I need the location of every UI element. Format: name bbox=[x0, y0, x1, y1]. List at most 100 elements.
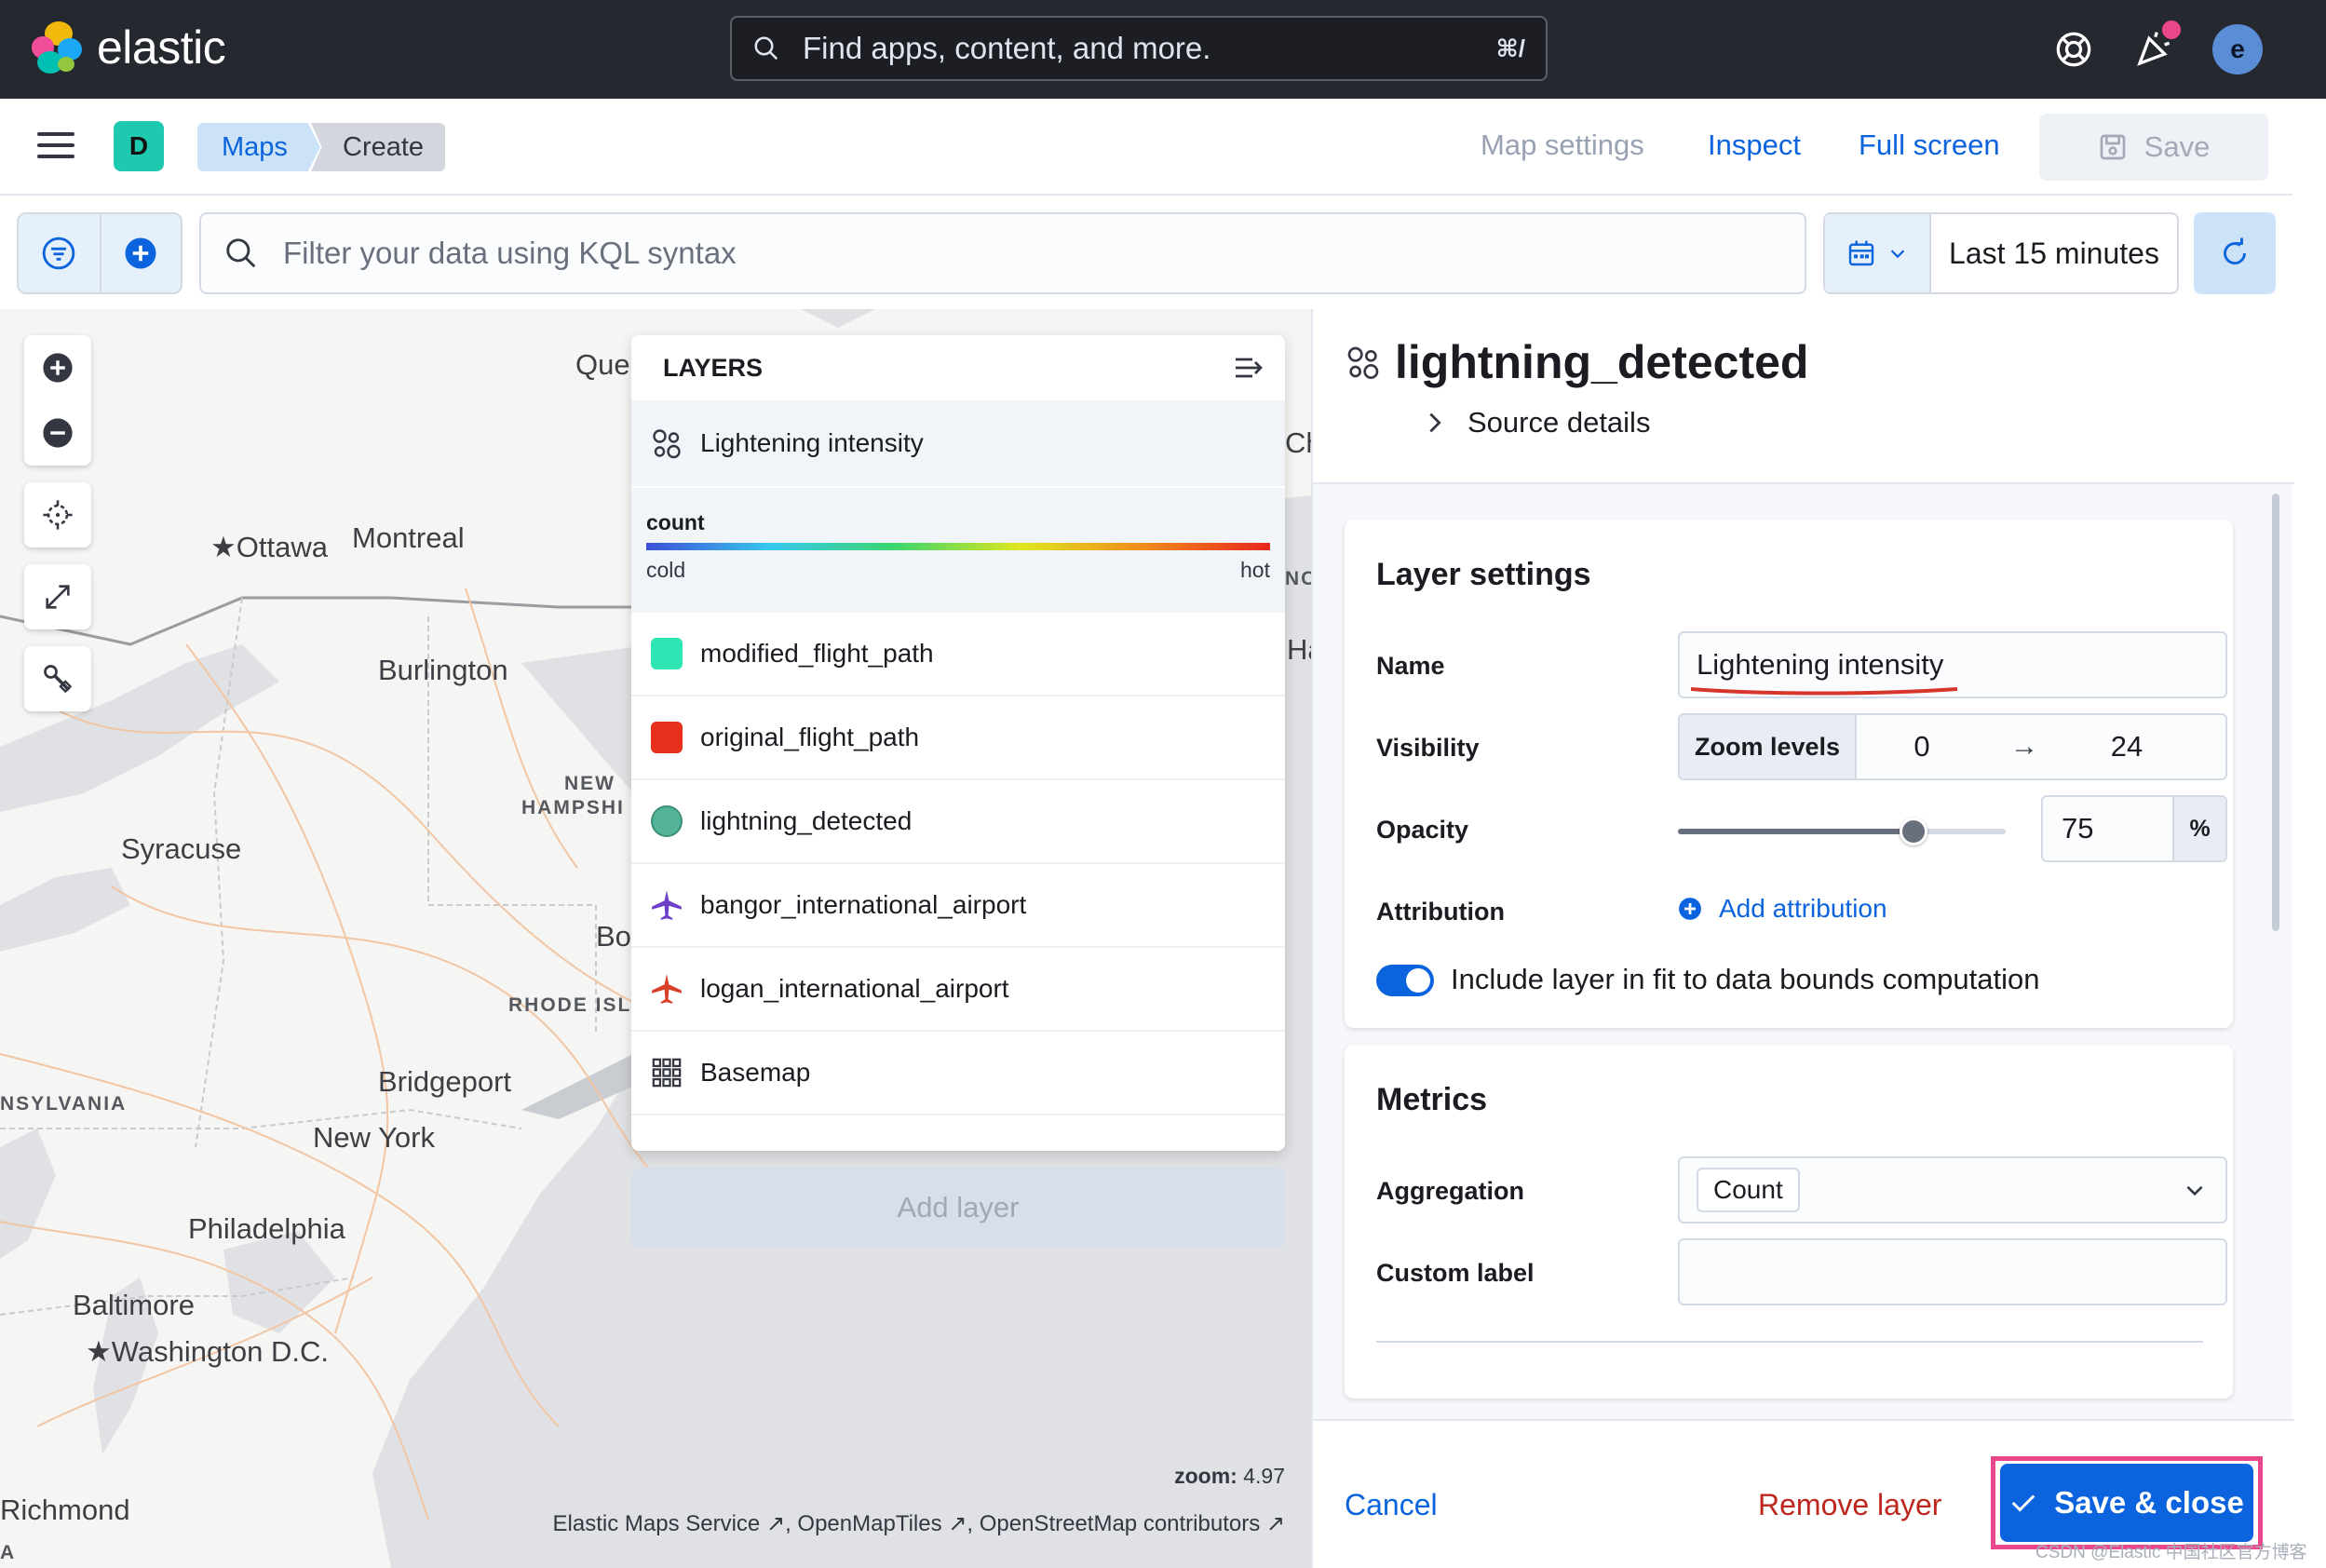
layer-item[interactable]: modified_flight_path bbox=[631, 613, 1285, 696]
zoom-max-value[interactable]: 24 bbox=[2110, 730, 2143, 763]
cancel-button[interactable]: Cancel bbox=[1345, 1488, 1438, 1521]
save-close-label: Save & close bbox=[2054, 1485, 2244, 1520]
city-label: Richmond bbox=[0, 1494, 130, 1526]
attribution-label: Attribution bbox=[1376, 898, 1505, 926]
refresh-button[interactable] bbox=[2194, 212, 2276, 294]
layer-item-selected[interactable]: Lightening intensity bbox=[631, 400, 1285, 486]
app-header: D Maps Create Map settings Inspect Full … bbox=[0, 99, 2292, 196]
layer-item[interactable]: logan_international_airport bbox=[631, 948, 1285, 1032]
map-settings-link[interactable]: Map settings bbox=[1481, 128, 1644, 161]
name-label: Name bbox=[1376, 652, 1445, 680]
custom-label-input[interactable] bbox=[1678, 1238, 2227, 1305]
brand-name: elastic bbox=[97, 21, 226, 74]
global-search-placeholder: Find apps, content, and more. bbox=[803, 31, 1211, 65]
space-avatar[interactable]: D bbox=[114, 121, 164, 171]
filter-menu-icon[interactable] bbox=[19, 214, 100, 292]
city-label: ★Washington D.C. bbox=[86, 1335, 329, 1368]
fit-bounds-toggle[interactable] bbox=[1376, 965, 1434, 996]
kql-search-input[interactable]: Filter your data using KQL syntax bbox=[199, 212, 1806, 294]
custom-label-label: Custom label bbox=[1376, 1259, 1535, 1287]
opacity-number-input[interactable]: 75 % bbox=[2041, 795, 2227, 862]
attribution-link[interactable]: OpenStreetMap contributors bbox=[979, 1511, 1261, 1536]
news-feed-icon[interactable] bbox=[2129, 24, 2179, 74]
date-picker[interactable]: Last 15 minutes bbox=[1823, 212, 2179, 294]
panel-footer: Cancel Remove layer Save & close bbox=[1313, 1419, 2294, 1568]
city-label: Montreal bbox=[352, 521, 465, 554]
time-range-value[interactable]: Last 15 minutes bbox=[1949, 236, 2159, 270]
breadcrumb-maps[interactable]: Maps bbox=[197, 123, 320, 171]
layer-name: Lightening intensity bbox=[700, 428, 924, 457]
annotation-underline bbox=[1690, 687, 1958, 696]
save-icon bbox=[2100, 134, 2125, 160]
region-label: NC bbox=[1285, 568, 1311, 589]
elastic-logo[interactable]: elastic bbox=[32, 20, 226, 74]
quick-select-button[interactable] bbox=[1825, 214, 1931, 292]
opacity-value: 75 bbox=[2062, 812, 2094, 845]
legend-title: count bbox=[646, 510, 705, 534]
remove-layer-button[interactable]: Remove layer bbox=[1758, 1488, 1942, 1521]
zoom-min-value[interactable]: 0 bbox=[1914, 730, 1930, 763]
add-layer-button[interactable]: Add layer bbox=[631, 1168, 1285, 1248]
zoom-in-button[interactable] bbox=[24, 335, 91, 400]
collapse-panel-icon[interactable] bbox=[1233, 354, 1266, 382]
layer-item[interactable]: bangor_international_airport bbox=[631, 864, 1285, 948]
legend-high: hot bbox=[1240, 558, 1270, 582]
layer-item[interactable]: lightning_detected bbox=[631, 780, 1285, 864]
zoom-levels-prepend: Zoom levels bbox=[1680, 715, 1857, 778]
add-attribution-button[interactable]: Add attribution bbox=[1678, 894, 1887, 924]
save-button[interactable]: Save bbox=[2039, 114, 2268, 181]
menu-icon[interactable] bbox=[37, 132, 74, 166]
external-link-icon: ↗ bbox=[1265, 1511, 1285, 1536]
layer-color-swatch bbox=[651, 722, 683, 753]
global-header: elastic Find apps, content, and more. ⌘/… bbox=[0, 0, 2326, 99]
full-screen-link[interactable]: Full screen bbox=[1859, 128, 2000, 161]
region-label: A bbox=[0, 1542, 17, 1563]
elastic-logo-icon bbox=[32, 21, 84, 74]
layer-settings-heading: Layer settings bbox=[1376, 557, 1591, 592]
metrics-heading: Metrics bbox=[1376, 1082, 1488, 1117]
plus-circle-icon bbox=[43, 353, 73, 383]
panel-scrollbar[interactable] bbox=[2272, 493, 2279, 931]
aggregation-value: Count bbox=[1697, 1168, 1800, 1212]
layer-item[interactable]: Basemap bbox=[631, 1032, 1285, 1115]
user-avatar[interactable]: e bbox=[2212, 24, 2263, 74]
zoom-out-button[interactable] bbox=[24, 400, 91, 466]
set-view-button[interactable] bbox=[24, 482, 91, 547]
heatmap-legend: count cold hot bbox=[631, 486, 1285, 613]
zoom-range-input[interactable]: Zoom levels 0 → 24 bbox=[1678, 713, 2227, 780]
layer-name: original_flight_path bbox=[700, 723, 920, 751]
help-icon[interactable] bbox=[2049, 24, 2099, 74]
metrics-card: Metrics Aggregation Count Custom label bbox=[1345, 1045, 2233, 1399]
layer-circle-swatch bbox=[651, 805, 683, 837]
save-button-label: Save bbox=[2143, 130, 2211, 163]
minus-circle-icon bbox=[43, 418, 73, 448]
layer-name-value: Lightening intensity bbox=[1697, 648, 1944, 681]
source-details-label: Source details bbox=[1467, 406, 1651, 439]
attribution-link[interactable]: OpenMapTiles bbox=[797, 1511, 942, 1536]
attribution-link[interactable]: Elastic Maps Service bbox=[552, 1511, 761, 1536]
layer-item[interactable]: original_flight_path bbox=[631, 696, 1285, 780]
layer-control-panel: LAYERS Lightening intensity count cold h… bbox=[631, 335, 1285, 1151]
layer-name-input[interactable]: Lightening intensity bbox=[1678, 631, 2227, 698]
tools-button[interactable] bbox=[24, 646, 91, 711]
inspect-link[interactable]: Inspect bbox=[1708, 128, 1801, 161]
add-filter-icon[interactable] bbox=[99, 214, 181, 292]
city-label: ★Ottawa bbox=[210, 531, 329, 563]
fit-bounds-button[interactable] bbox=[24, 564, 91, 629]
city-label: Baltimore bbox=[73, 1289, 195, 1321]
expand-icon bbox=[46, 585, 70, 609]
global-search-input[interactable]: Find apps, content, and more. ⌘/ bbox=[730, 16, 1548, 81]
city-label: Philadelphia bbox=[188, 1212, 345, 1245]
slider-thumb[interactable] bbox=[1900, 818, 1927, 845]
layer-name: logan_international_airport bbox=[700, 974, 1009, 1003]
watermark: CSDN @Elastic 中国社区官方博客 bbox=[2035, 1543, 2307, 1562]
layer-settings-card: Layer settings Name Lightening intensity… bbox=[1345, 520, 2233, 1028]
divider bbox=[1376, 1341, 2203, 1343]
aggregation-select[interactable]: Count bbox=[1678, 1156, 2227, 1223]
city-label: New York bbox=[313, 1121, 435, 1154]
layer-name: modified_flight_path bbox=[700, 639, 934, 668]
opacity-slider[interactable] bbox=[1678, 816, 2006, 847]
city-label: Cha bbox=[1285, 426, 1311, 459]
source-details-toggle[interactable]: Source details bbox=[1425, 406, 1650, 439]
save-close-button[interactable]: Save & close bbox=[2000, 1464, 2253, 1542]
